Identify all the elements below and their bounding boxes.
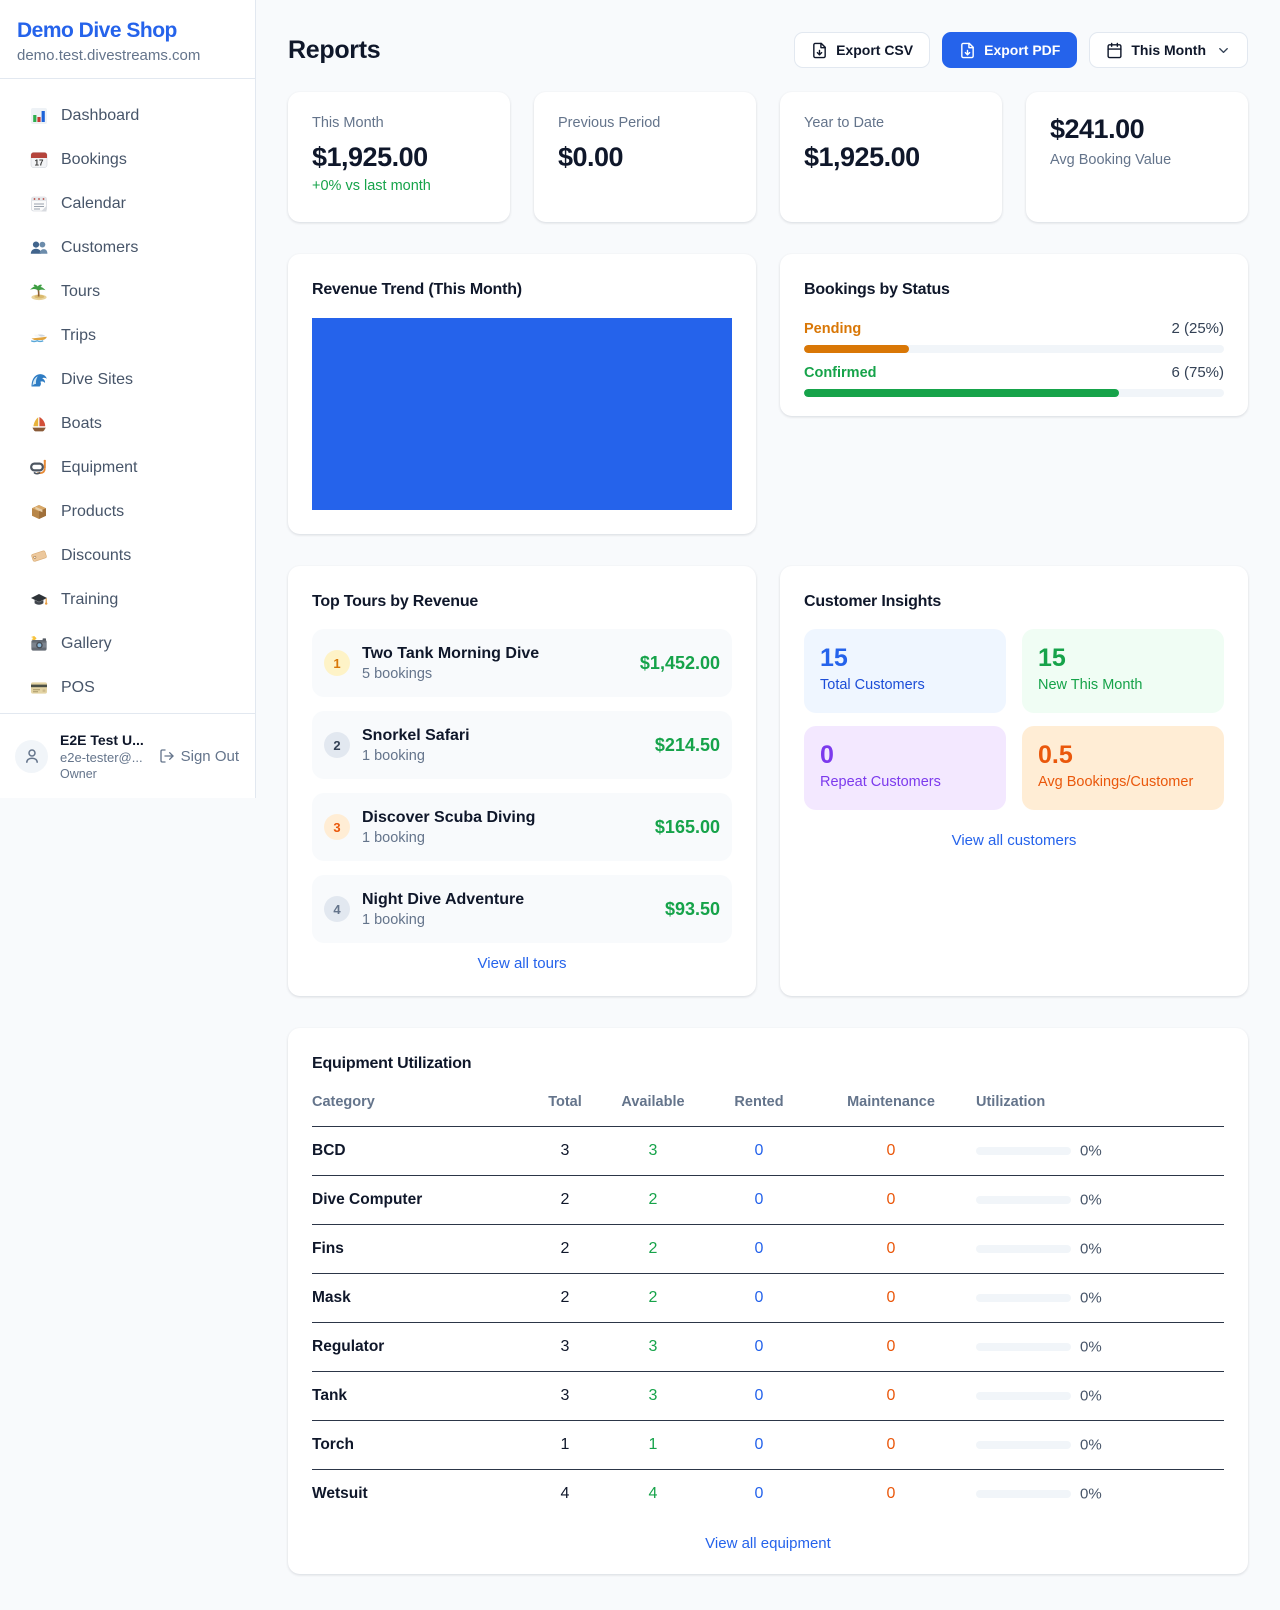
svg-text:17: 17 xyxy=(35,159,44,168)
